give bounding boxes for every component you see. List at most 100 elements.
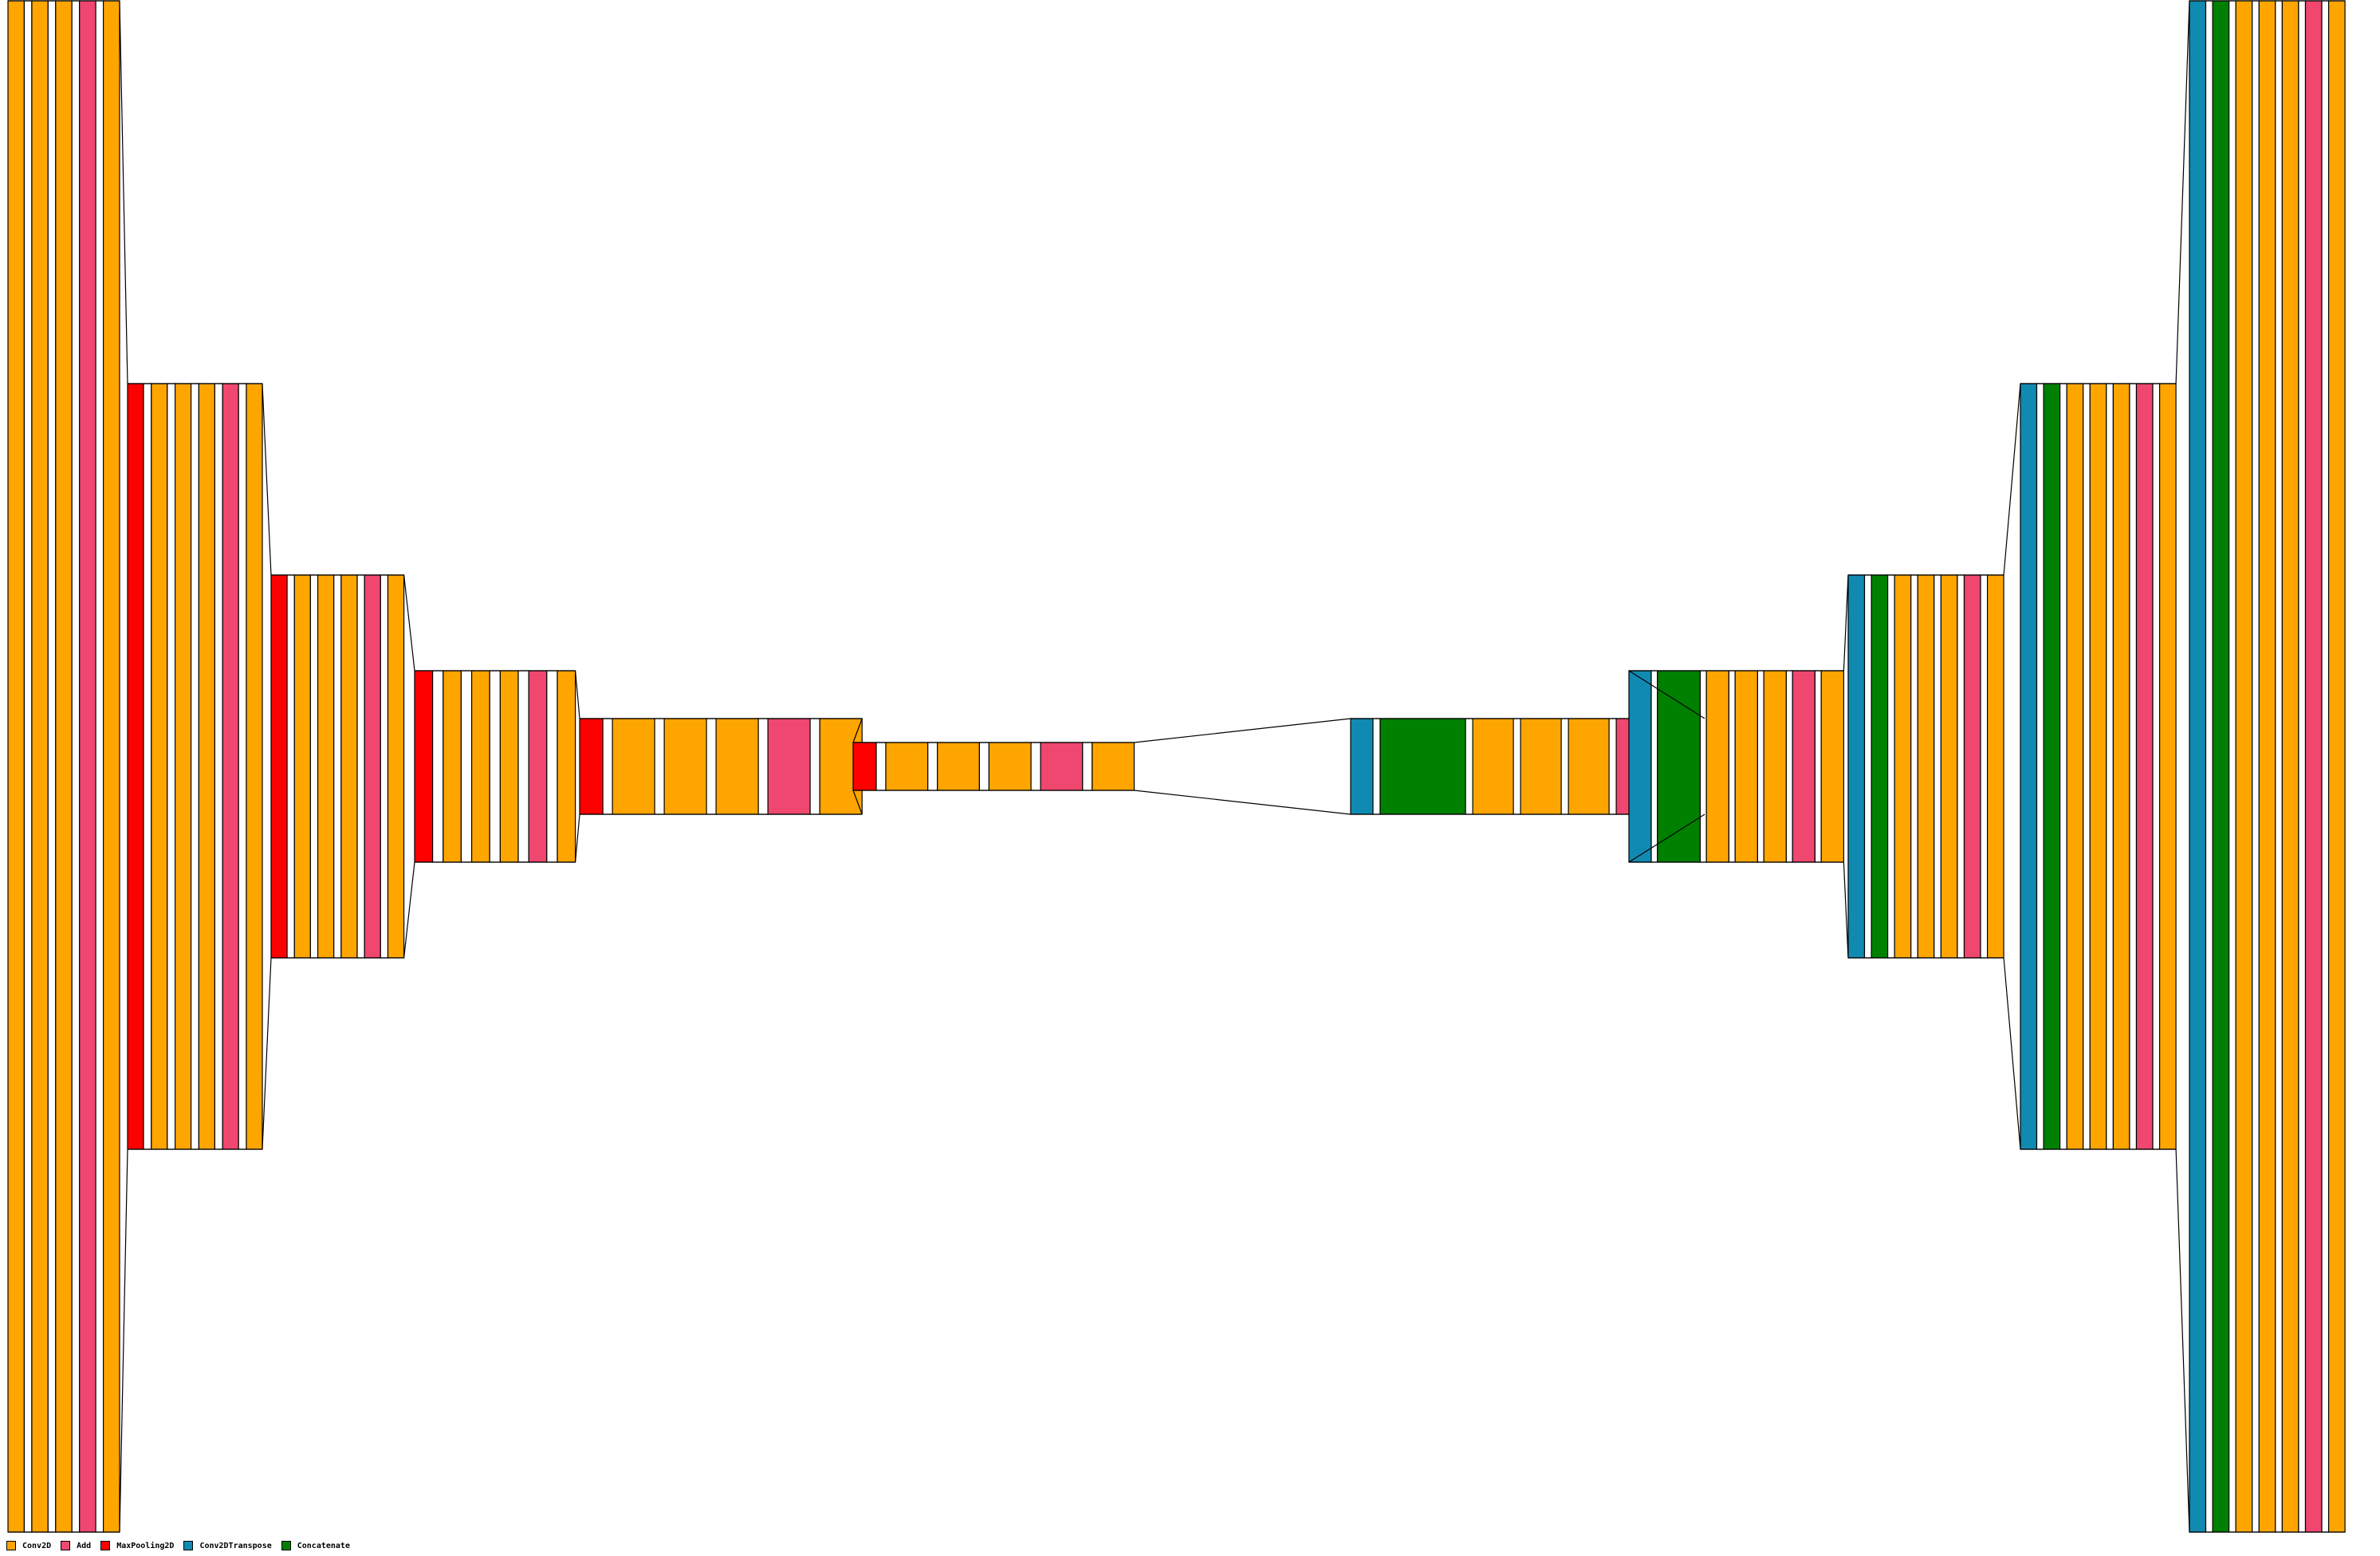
connector-top-4 [575, 670, 580, 719]
decoder-2-gap-2 [2059, 383, 2067, 1150]
decoder-1-layer-4-conv2d [2258, 0, 2276, 1533]
connector-top-2 [262, 383, 272, 576]
connector-bottom-2 [262, 957, 272, 1150]
legend-item-add: Add [61, 1541, 91, 1550]
decoder-1-gap-4 [2275, 0, 2284, 1533]
decoder-4-layer-1-conv2dtranspose [1628, 670, 1652, 863]
legend-item-concatenate: Concatenate [281, 1541, 350, 1550]
encoder-2-gap-3 [191, 383, 200, 1150]
legend-swatch-conv2dtranspose [183, 1541, 194, 1550]
encoder-3-layer-5-add [364, 574, 381, 959]
decoder-1-layer-2-concatenate [2212, 0, 2230, 1533]
encoder-5-gap-2 [654, 718, 665, 815]
legend-label-conv2d: Conv2D [22, 1541, 52, 1550]
decoder-5-gap-1 [1372, 718, 1381, 815]
encoder-5-gap-4 [757, 718, 769, 815]
legend-label-maxpooling2d: MaxPooling2D [116, 1541, 175, 1550]
connector-top-9 [2003, 383, 2021, 576]
decoder-1-layer-7-conv2d [2328, 0, 2346, 1533]
encoder-4-layer-3-conv2d [470, 670, 490, 863]
encoder-2-layer-5-add [222, 383, 239, 1150]
encoder-1-gap-1 [23, 0, 33, 1533]
bottleneck-gap-1 [875, 742, 887, 791]
encoder-4-gap-1 [431, 670, 444, 863]
encoder-1-layer-2-conv2d [31, 0, 49, 1533]
connector-bottom-6 [1134, 790, 1351, 815]
decoder-4-layer-5-conv2d [1763, 670, 1787, 863]
encoder-5-layer-2-conv2d [612, 718, 655, 815]
decoder-3-layer-1-conv2dtranspose [1847, 574, 1866, 959]
encoder-2-layer-4-conv2d [198, 383, 215, 1150]
connector-top-8 [1843, 574, 1849, 672]
encoder-1-layer-5-conv2d [103, 0, 120, 1533]
decoder-1-gap-3 [2252, 0, 2260, 1533]
decoder-3-gap-5 [1957, 574, 1965, 959]
decoder-2-layer-3-conv2d [2066, 383, 2084, 1150]
encoder-5-gap-5 [809, 718, 820, 815]
decoder-5-layer-5-conv2d [1568, 718, 1610, 815]
connector-bottom-8 [1843, 861, 1849, 959]
encoder-1-gap-4 [95, 0, 104, 1533]
decoder-2-layer-6-add [2135, 383, 2154, 1150]
bottleneck-layer-4-conv2d [988, 742, 1032, 791]
legend-label-concatenate: Concatenate [297, 1541, 350, 1550]
bottleneck-layer-1-maxpooling2d [852, 742, 877, 791]
decoder-4-gap-3 [1728, 670, 1736, 863]
encoder-5-layer-5-add [767, 718, 811, 815]
bottleneck-gap-4 [1030, 742, 1041, 791]
connector-bottom-1 [119, 1148, 128, 1533]
decoder-2-layer-1-conv2dtranspose [2020, 383, 2038, 1150]
encoder-4-layer-5-add [528, 670, 548, 863]
encoder-4-layer-2-conv2d [443, 670, 462, 863]
legend-label-add: Add [77, 1541, 92, 1550]
encoder-4-gap-4 [517, 670, 529, 863]
legend-label-conv2dtranspose: Conv2DTranspose [199, 1541, 272, 1550]
decoder-5-gap-2 [1465, 718, 1473, 815]
encoder-4-gap-3 [489, 670, 502, 863]
decoder-1-gap-2 [2229, 0, 2236, 1533]
decoder-4-layer-2-concatenate [1657, 670, 1701, 863]
encoder-2-gap-5 [238, 383, 247, 1150]
decoder-4-gap-6 [1814, 670, 1822, 863]
decoder-2-layer-7-conv2d [2159, 383, 2177, 1150]
connector-bottom-5 [852, 790, 863, 815]
decoder-1-layer-6-add [2304, 0, 2323, 1533]
connector-bottom-9 [2003, 957, 2021, 1150]
connector-top-7 [1628, 670, 1705, 719]
encoder-2-layer-2-conv2d [151, 383, 168, 1150]
encoder-2-gap-1 [143, 383, 152, 1150]
decoder-4-gap-4 [1756, 670, 1764, 863]
connector-top-1 [119, 0, 128, 384]
decoder-3-gap-4 [1934, 574, 1942, 959]
decoder-2-gap-5 [2129, 383, 2138, 1150]
decoder-1-layer-5-conv2d [2281, 0, 2299, 1533]
encoder-5-gap-1 [602, 718, 613, 815]
decoder-3-layer-6-add [1963, 574, 1981, 959]
bottleneck-layer-5-add [1040, 742, 1084, 791]
encoder-3-layer-3-conv2d [317, 574, 335, 959]
decoder-3-layer-7-conv2d [1987, 574, 2004, 959]
encoder-3-gap-4 [356, 574, 365, 959]
encoder-1-gap-2 [47, 0, 57, 1533]
legend-swatch-conv2d [6, 1541, 16, 1550]
decoder-2-gap-6 [2152, 383, 2161, 1150]
encoder-2-layer-1-maxpooling2d [127, 383, 144, 1150]
bottleneck-layer-3-conv2d [937, 742, 980, 791]
decoder-2-gap-3 [2083, 383, 2091, 1150]
encoder-3-layer-4-conv2d [340, 574, 358, 959]
encoder-2-layer-6-conv2d [246, 383, 263, 1150]
decoder-5-layer-2-concatenate [1379, 718, 1466, 815]
decoder-4-layer-7-conv2d [1820, 670, 1844, 863]
bottleneck-gap-2 [927, 742, 938, 791]
bottleneck-gap-3 [978, 742, 990, 791]
encoder-2-layer-3-conv2d [175, 383, 192, 1150]
decoder-3-gap-6 [1980, 574, 1989, 959]
decoder-3-layer-3-conv2d [1894, 574, 1912, 959]
legend-swatch-maxpooling2d [100, 1541, 111, 1550]
encoder-5-layer-1-maxpooling2d [579, 718, 604, 815]
encoder-3-layer-1-maxpooling2d [270, 574, 288, 959]
decoder-5-layer-1-conv2dtranspose [1350, 718, 1374, 815]
encoder-1-layer-4-add [79, 0, 96, 1533]
bottleneck-gap-5 [1082, 742, 1093, 791]
